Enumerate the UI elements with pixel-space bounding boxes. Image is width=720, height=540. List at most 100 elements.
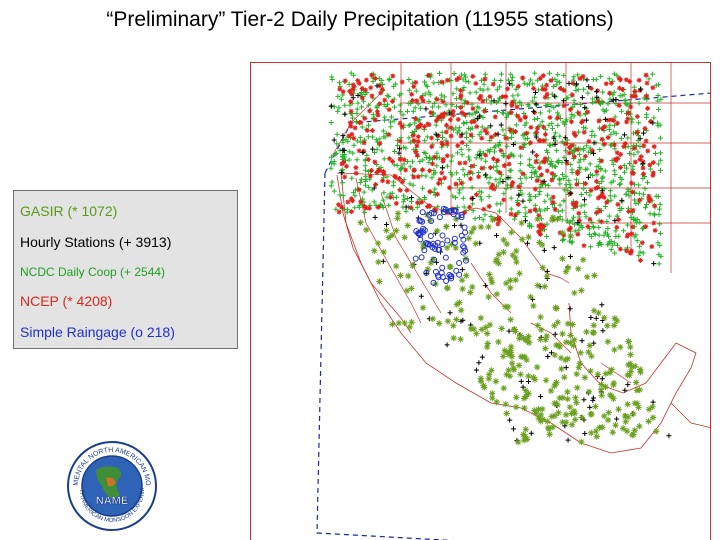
gasir-marker-1903 [374,240,382,247]
gasir-marker-1976-shape [649,414,657,421]
ncdc-marker-583 [630,163,636,169]
gasir-marker-2056-shape [443,244,451,251]
ncdc-marker-1100 [496,180,502,186]
gasir-marker-1915-shape [579,256,587,263]
ncep-marker-1401 [574,147,580,153]
gasir-marker-2049 [405,272,412,280]
ncdc-marker-653 [469,101,475,107]
ncdc-marker-904 [508,134,514,140]
ncep-marker-1252-shape [503,94,509,100]
gasir-marker-1731-shape [508,360,516,367]
raingage-marker-2110 [412,255,419,262]
ncep-marker-1564 [488,185,494,191]
ncdc-marker-939 [557,181,563,187]
ncep-marker-1273-shape [448,125,454,131]
hourly-marker-1642 [403,204,409,210]
ncdc-marker-267 [581,125,587,131]
ncep-marker-1354 [534,125,540,131]
gasir-marker-1916-shape [562,411,570,418]
gasir-marker-1970-shape [590,322,598,329]
ncdc-marker-570 [547,196,553,202]
ncdc-marker-981 [412,120,418,126]
raingage-marker-2089 [439,264,446,271]
gasir-marker-1959-shape [578,414,586,421]
ncdc-marker-711 [441,94,447,100]
gasir-marker-1850-shape [498,325,505,332]
gasir-marker-2036 [564,320,572,327]
raingage-marker-2143 [430,210,437,217]
ncep-marker-1520 [611,142,617,148]
gasir-marker-2055-shape [468,229,475,236]
ncep-marker-1317 [517,117,523,123]
ncdc-marker-940 [331,188,337,194]
ncep-marker-1230 [447,117,453,123]
ncdc-marker-991 [606,213,612,219]
ncdc-marker-697 [617,93,623,99]
ncep-marker-1159 [570,80,576,86]
ncep-marker-1431-shape [481,206,487,212]
ncep-marker-1140-shape [462,160,468,166]
ncep-marker-1215-shape [356,148,362,154]
ncdc-marker-179 [602,204,608,210]
ncep-marker-1193-shape [372,159,378,165]
ncdc-marker-492 [474,116,480,122]
page-title: “Preliminary” Tier-2 Daily Precipitation… [106,8,614,31]
ncep-marker-1482 [547,115,553,121]
ncdc-marker-565 [518,180,524,186]
ncep-marker-1472-shape [470,73,476,79]
gasir-marker-2065 [503,410,510,417]
ncdc-marker-528 [635,149,641,155]
ncep-marker-1539 [408,205,414,211]
gasir-marker-2037 [478,326,486,333]
ncep-marker-1425-shape [454,77,460,83]
gasir-marker-2023 [552,304,559,311]
ncdc-marker-37 [606,127,612,133]
gasir-marker-1898-shape [505,366,512,374]
ncdc-marker-512 [499,71,504,77]
ncep-marker-1228 [350,82,356,88]
ncep-marker-1388 [509,103,515,109]
ncep-marker-1484 [336,209,342,215]
ncep-marker-1279-shape [397,187,403,193]
ncdc-marker-542 [592,231,598,237]
gasir-marker-1878-shape [453,316,460,323]
gasir-marker-2060 [508,353,516,360]
ncep-marker-1349 [467,176,473,182]
ncep-marker-1534 [585,223,591,229]
hourly-marker-1653 [650,399,656,405]
ncep-marker-1260-shape [623,77,629,83]
ncdc-marker-928 [350,150,356,156]
gasir-marker-2072-shape [462,255,470,262]
ncep-marker-1535 [366,205,372,211]
gasir-marker-1812 [514,438,522,446]
ncdc-marker-836 [526,81,532,87]
gasir-marker-2016 [534,215,541,223]
ncep-marker-1498 [629,93,635,99]
ncep-marker-1321-shape [426,72,432,78]
gasir-marker-1910 [510,366,518,373]
ncdc-marker-646 [600,89,606,95]
gasir-marker-1863-shape [452,216,460,223]
hourly-marker-1641 [552,331,558,337]
gasir-marker-1885 [488,279,496,286]
ncep-marker-1514 [580,118,586,124]
ncdc-marker-727 [600,174,606,180]
ncep-marker-1340-shape [537,231,543,237]
gasir-marker-1899 [523,356,530,364]
ncdc-marker-943 [548,103,554,109]
ncep-marker-1446-shape [368,85,374,91]
ncep-marker-1338 [377,168,383,174]
gasir-marker-1963 [621,412,629,420]
gasir-marker-1739-shape [458,277,466,284]
ncep-marker-1165-shape [345,199,351,205]
gasir-marker-2065-shape [503,410,510,417]
ncdc-marker-98 [612,172,618,178]
gasir-marker-2080-shape [522,387,529,394]
ncep-marker-1134 [548,77,554,83]
hourly-marker-1659 [614,416,620,422]
ncep-marker-1528-shape [393,174,399,180]
ncep-marker-1289-shape [550,199,556,205]
hourly-marker-1661 [651,261,657,267]
gasir-marker-1861-shape [535,414,542,422]
ncep-marker-1223 [514,104,520,110]
